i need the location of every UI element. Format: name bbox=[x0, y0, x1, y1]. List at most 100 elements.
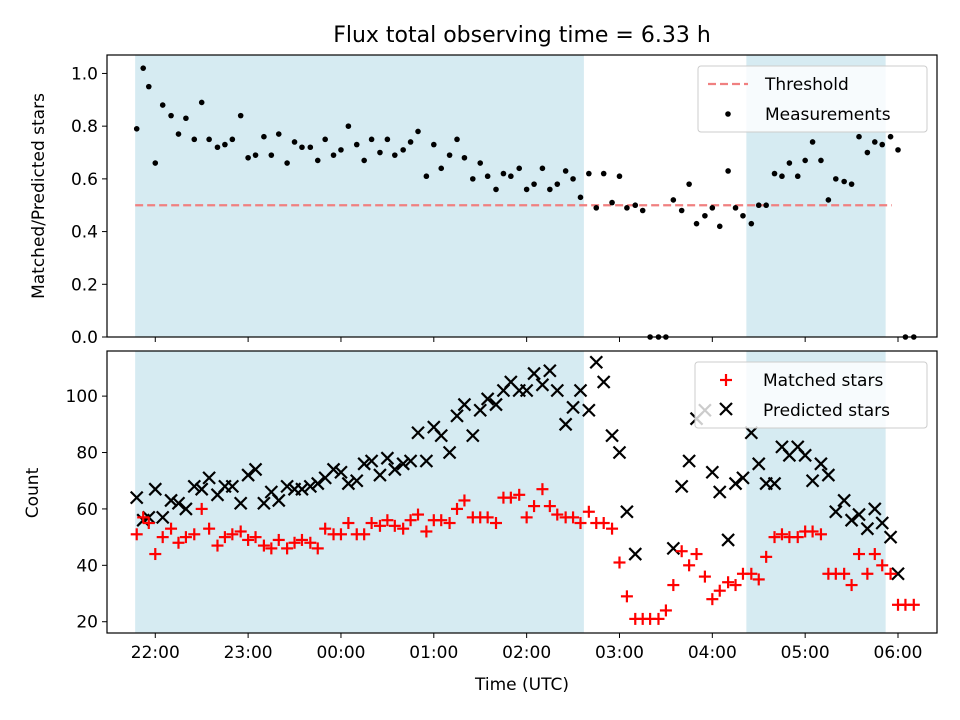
measurement-point bbox=[554, 181, 561, 187]
predicted-star-point bbox=[257, 496, 271, 511]
predicted-star-point bbox=[736, 471, 750, 485]
predicted-star-point bbox=[373, 468, 387, 482]
predicted-stars-points bbox=[129, 355, 905, 581]
matched-star-point bbox=[907, 598, 920, 611]
measurement-point bbox=[871, 139, 878, 145]
matched-star-point bbox=[845, 579, 858, 592]
predicted-star-point bbox=[798, 448, 812, 463]
measurement-point bbox=[616, 173, 623, 180]
measurement-point bbox=[732, 205, 739, 211]
matched-star-point bbox=[188, 528, 201, 541]
predicted-star-point bbox=[829, 504, 843, 519]
top-y-ticks: 0.0 0.2 0.4 0.6 0.8 1.0 bbox=[71, 64, 107, 348]
predicted-star-point bbox=[721, 533, 735, 547]
predicted-star-point bbox=[466, 428, 480, 443]
matched-star-point bbox=[620, 590, 633, 603]
predicted-star-point bbox=[868, 502, 882, 516]
matched-star-point bbox=[791, 531, 804, 544]
matched-star-point bbox=[528, 500, 541, 513]
predicted-star-point bbox=[450, 409, 464, 423]
matched-star-point bbox=[458, 494, 471, 507]
measurement-point bbox=[353, 141, 360, 148]
predicted-star-point bbox=[891, 567, 905, 581]
bot-y-tick-label: 80 bbox=[76, 444, 98, 464]
bottom-legend-box bbox=[694, 361, 928, 429]
measurement-point bbox=[771, 170, 778, 177]
measurement-point bbox=[702, 212, 708, 219]
matched-star-point bbox=[295, 533, 308, 546]
predicted-star-point bbox=[519, 383, 534, 398]
matched-star-point bbox=[520, 511, 533, 524]
matched-star-point bbox=[613, 556, 626, 569]
measurement-point bbox=[725, 168, 731, 174]
predicted-star-point bbox=[225, 479, 240, 494]
matched-star-point bbox=[179, 531, 192, 544]
matched-star-point bbox=[675, 545, 688, 558]
measurement-point bbox=[245, 154, 251, 161]
measurement-point bbox=[392, 152, 398, 158]
measurement-points bbox=[133, 65, 917, 340]
measurement-point bbox=[632, 202, 639, 209]
predicted-star-point bbox=[837, 493, 851, 508]
predicted-star-point bbox=[194, 482, 209, 496]
bot-y-tick-label: 60 bbox=[76, 500, 98, 520]
matched-star-point bbox=[690, 548, 703, 561]
predicted-star-point bbox=[480, 392, 495, 406]
top-legend: Threshold Measurements bbox=[697, 65, 928, 133]
measurement-point bbox=[895, 147, 901, 153]
measurement-point bbox=[693, 220, 700, 227]
measurement-point bbox=[214, 144, 221, 151]
measurement-point bbox=[740, 212, 746, 219]
matched-star-point bbox=[504, 491, 517, 504]
matched-star-point bbox=[775, 528, 788, 541]
predicted-star-point bbox=[295, 482, 309, 496]
predicted-star-point bbox=[674, 479, 689, 494]
predicted-star-point bbox=[605, 428, 619, 443]
predicted-star-point bbox=[860, 521, 875, 536]
measurement-point bbox=[446, 152, 453, 158]
measurement-point bbox=[198, 99, 205, 106]
predicted-star-point bbox=[357, 457, 371, 471]
matched-star-point bbox=[319, 522, 332, 535]
matched-star-point bbox=[752, 573, 765, 586]
matched-star-point bbox=[373, 519, 386, 532]
chart-title: Flux total observing time = 6.33 h bbox=[333, 23, 711, 48]
measurement-point bbox=[168, 112, 174, 119]
bottom-y-axis-label: Count bbox=[23, 467, 43, 518]
measurement-point bbox=[361, 157, 367, 164]
matched-star-point bbox=[652, 612, 665, 625]
predicted-star-point bbox=[349, 473, 364, 488]
x-tick-label: 05:00 bbox=[781, 643, 830, 663]
measurement-point bbox=[678, 207, 685, 214]
top-y-tick-label: 0.6 bbox=[71, 170, 98, 190]
matched-star-point bbox=[388, 519, 401, 532]
measurement-point bbox=[175, 131, 182, 137]
predicted-star-point bbox=[821, 468, 836, 482]
measurement-point bbox=[547, 186, 553, 193]
measurement-point bbox=[593, 205, 600, 211]
top-y-tick-label: 1.0 bbox=[71, 64, 98, 84]
predicted-star-point bbox=[543, 363, 557, 378]
legend-predicted-swatch bbox=[719, 402, 733, 416]
matched-star-point bbox=[404, 514, 417, 527]
matched-star-point bbox=[868, 548, 881, 561]
matched-star-point bbox=[226, 528, 239, 541]
measurement-point bbox=[802, 157, 808, 164]
matched-star-point bbox=[443, 517, 456, 530]
measurement-point bbox=[825, 197, 832, 203]
predicted-star-point bbox=[682, 454, 696, 468]
matched-star-point bbox=[659, 604, 672, 617]
measurement-point bbox=[531, 181, 537, 187]
predicted-star-point bbox=[341, 476, 356, 491]
bot-shaded-region-0 bbox=[135, 351, 584, 633]
matched-star-point bbox=[722, 576, 735, 589]
measurement-point bbox=[856, 133, 862, 140]
measurement-point bbox=[624, 205, 630, 211]
matched-star-point bbox=[257, 539, 270, 552]
measurement-point bbox=[183, 115, 189, 122]
measurement-point bbox=[794, 173, 801, 180]
measurement-point bbox=[586, 170, 592, 177]
measurement-point bbox=[833, 176, 839, 182]
predicted-star-point bbox=[233, 496, 248, 511]
matched-star-point bbox=[876, 559, 889, 572]
